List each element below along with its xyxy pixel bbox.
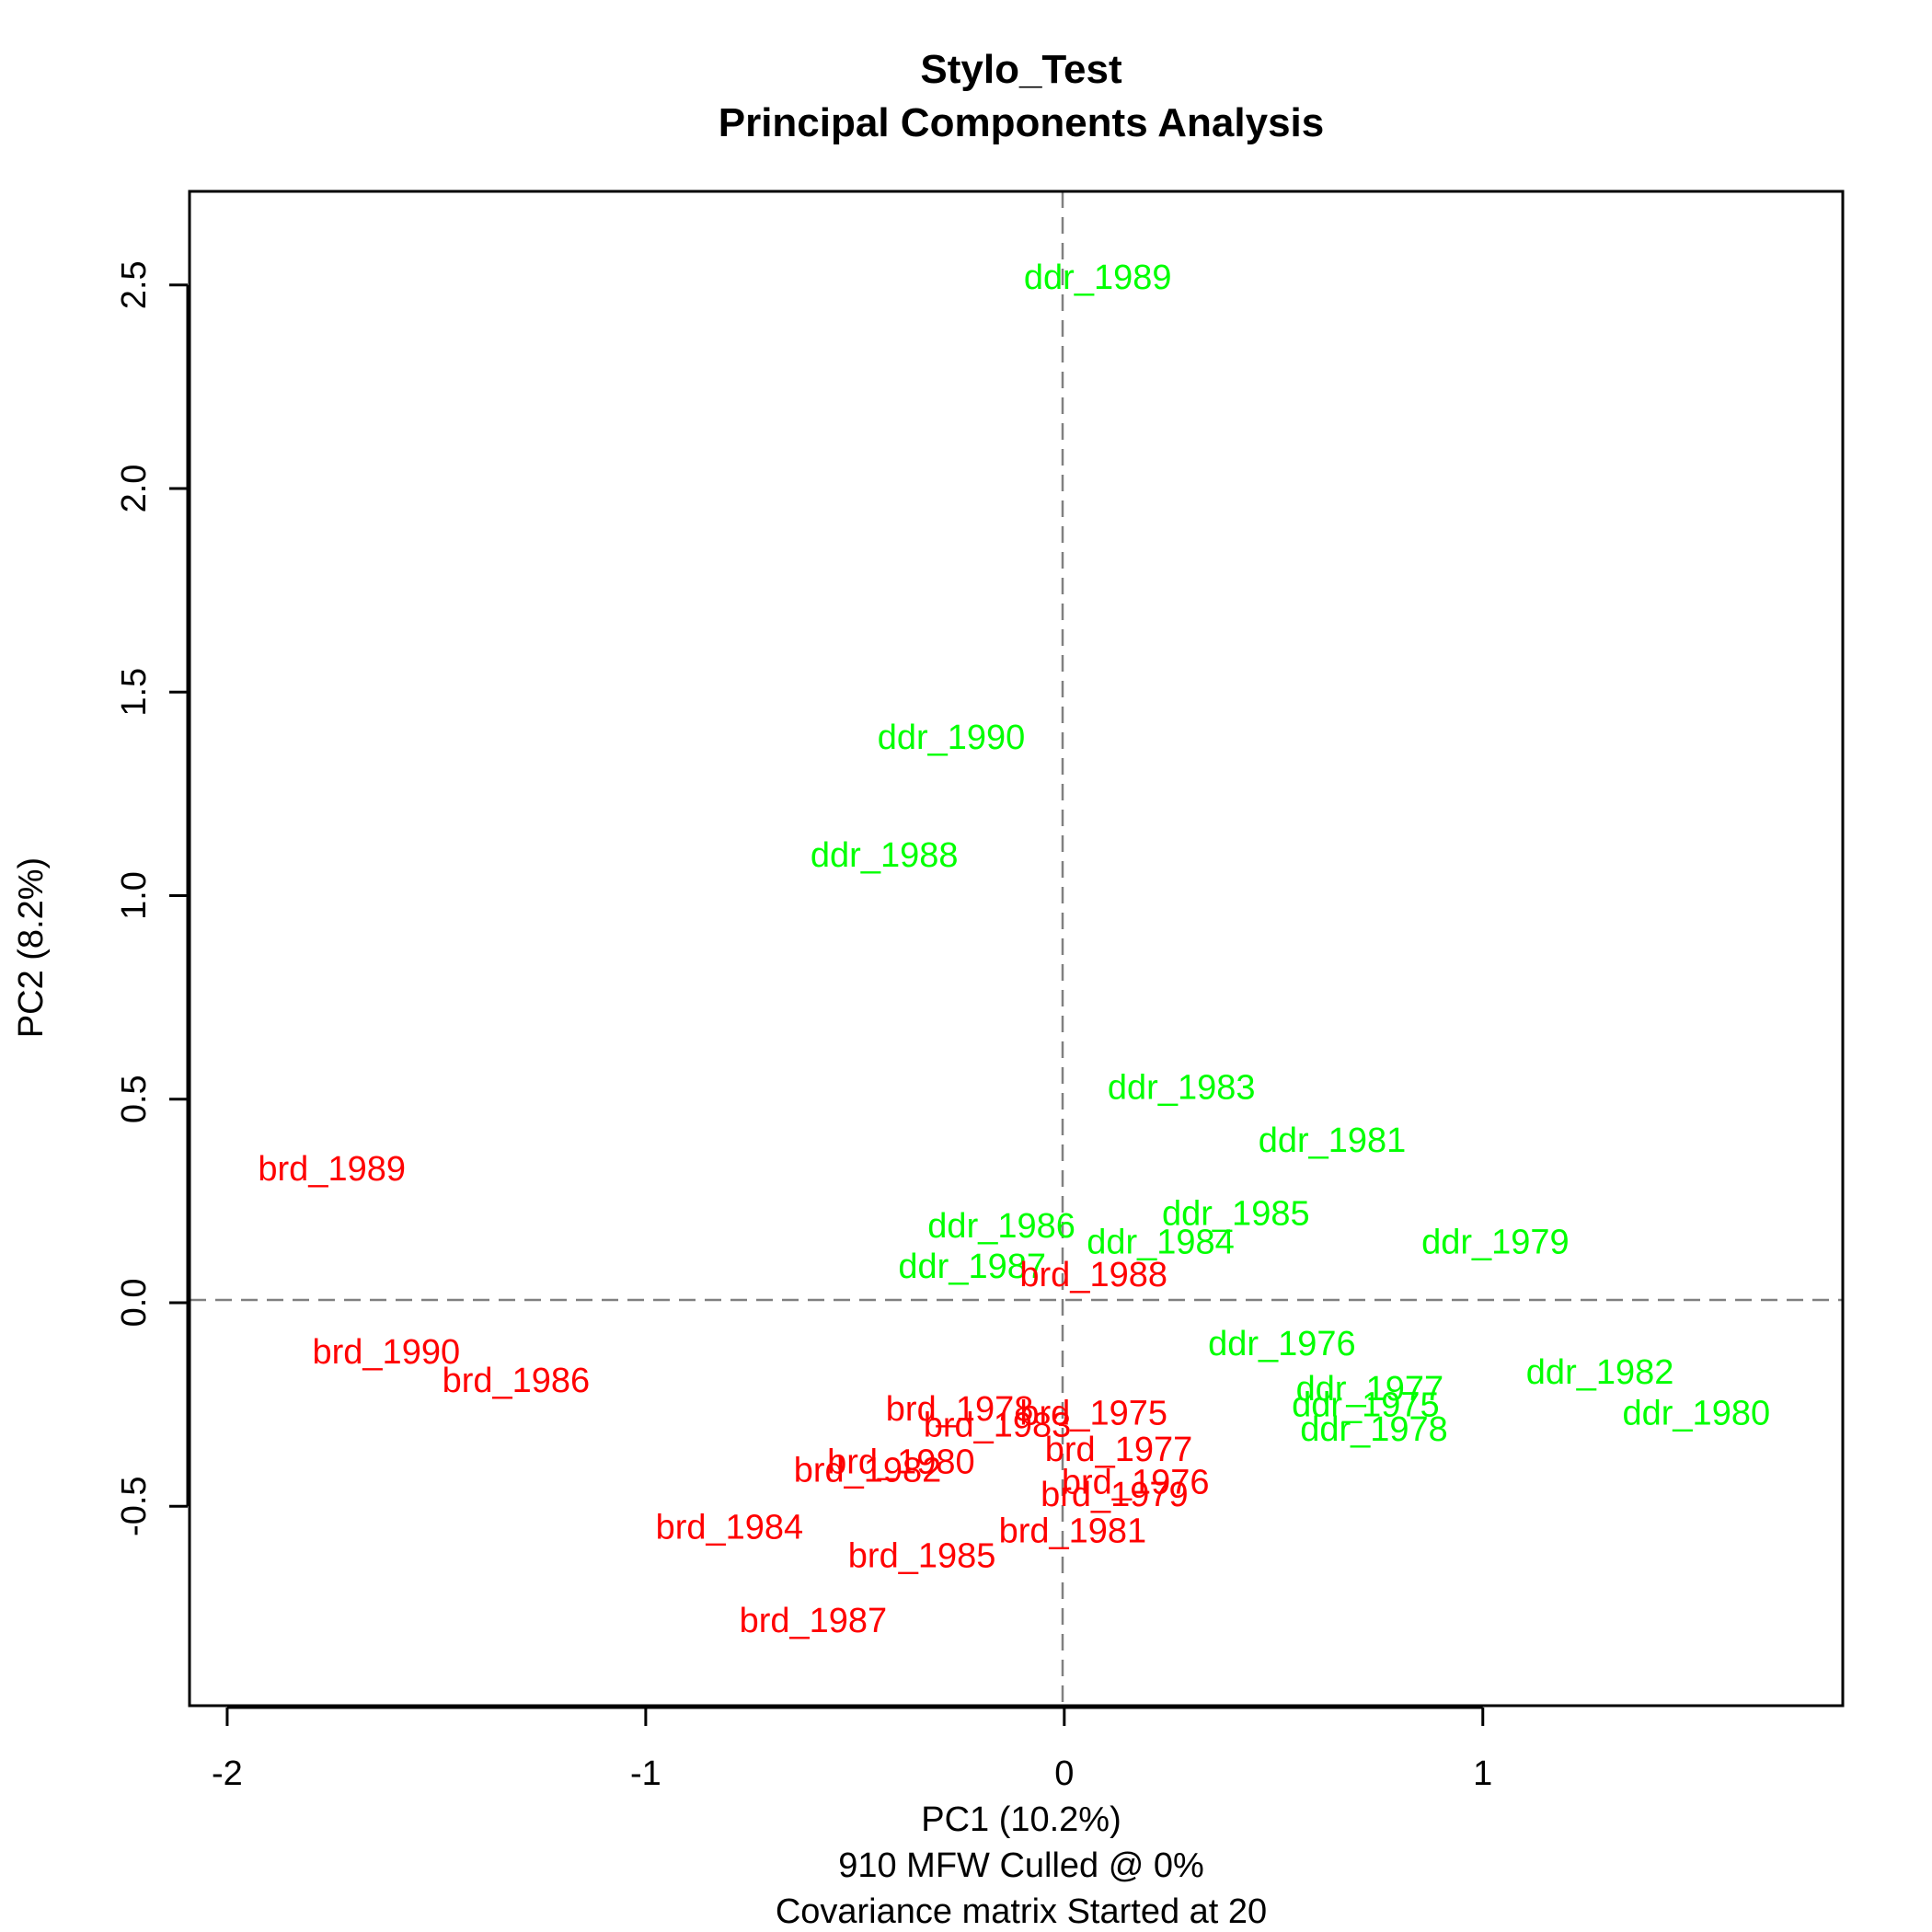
point-label-brd-1987: brd_1987 <box>740 1602 888 1640</box>
y-axis: -0.5 0.0 0.5 1.0 1.5 2.0 2.5 <box>115 260 190 1536</box>
point-label-brd-1976: brd_1976 <box>1062 1464 1210 1502</box>
point-label-brd-1979: brd_1979 <box>1041 1476 1189 1514</box>
caption-line-2: Covariance matrix Started at 20 <box>776 1892 1267 1931</box>
point-label-ddr-1981: ddr_1981 <box>1259 1121 1407 1160</box>
point-label-ddr-1982: ddr_1982 <box>1526 1353 1674 1392</box>
point-label-ddr-1977: ddr_1977 <box>1296 1370 1444 1409</box>
point-label-ddr-1980: ddr_1980 <box>1623 1394 1771 1432</box>
chart-title: Stylo_Test <box>920 47 1122 92</box>
y-axis-label: PC2 (8.2%) <box>12 857 51 1038</box>
point-label-ddr-1983: ddr_1983 <box>1108 1068 1256 1107</box>
x-tick-label: -2 <box>212 1754 243 1793</box>
point-label-ddr-1987: ddr_1987 <box>898 1248 1046 1286</box>
plot-frame <box>188 190 1845 1708</box>
caption-line-1: 910 MFW Culled @ 0% <box>838 1846 1204 1885</box>
point-label-brd-1990: brd_1990 <box>313 1333 461 1372</box>
point-label-ddr-1989: ddr_1989 <box>1024 259 1172 297</box>
point-label-brd-1975: brd_1975 <box>1019 1394 1167 1432</box>
point-label-ddr-1976: ddr_1976 <box>1208 1325 1356 1363</box>
y-tick-label: 2.0 <box>115 465 154 513</box>
point-label-brd-1983: brd_1983 <box>924 1407 1072 1445</box>
point-label-brd-1982: brd_1982 <box>794 1451 942 1489</box>
point-label-brd-1980: brd_1980 <box>827 1443 975 1482</box>
point-label-ddr-1986: ddr_1986 <box>927 1207 1075 1246</box>
point-label-ddr-1984: ddr_1984 <box>1087 1224 1235 1262</box>
x-axis: -2 -1 0 1 <box>212 1706 1492 1793</box>
point-label-brd-1978: brd_1978 <box>886 1390 1034 1429</box>
point-label-ddr-1975: ddr_1975 <box>1292 1386 1440 1425</box>
point-label-brd-1988: brd_1988 <box>1019 1256 1167 1294</box>
point-label-ddr-1978: ddr_1978 <box>1300 1410 1448 1449</box>
x-tick-label: -1 <box>630 1754 661 1793</box>
y-tick-label: 2.5 <box>115 260 154 309</box>
y-tick-label: 1.5 <box>115 668 154 717</box>
y-tick-label: -0.5 <box>115 1476 154 1535</box>
point-label-ddr-1988: ddr_1988 <box>811 836 959 875</box>
point-label-brd-1981: brd_1981 <box>999 1512 1147 1551</box>
y-tick-label: 0.5 <box>115 1075 154 1123</box>
y-tick-label: 0.0 <box>115 1279 154 1328</box>
point-label-brd-1989: brd_1989 <box>258 1150 406 1189</box>
y-tick-label: 1.0 <box>115 871 154 920</box>
data-points: ddr_1989 ddr_1990 ddr_1988 ddr_1983ddr_1981… <box>258 259 1770 1640</box>
x-tick-label: 0 <box>1054 1754 1074 1793</box>
x-tick-label: 1 <box>1473 1754 1492 1793</box>
point-label-ddr-1979: ddr_1979 <box>1421 1224 1570 1262</box>
x-axis-label: PC1 (10.2%) <box>921 1800 1121 1839</box>
point-label-brd-1977: brd_1977 <box>1045 1431 1193 1469</box>
point-label-brd-1985: brd_1985 <box>848 1536 996 1575</box>
chart-subtitle: Principal Components Analysis <box>719 100 1325 145</box>
point-label-brd-1986: brd_1986 <box>443 1362 591 1400</box>
point-label-ddr-1990: ddr_1990 <box>878 719 1026 757</box>
point-label-brd-1984: brd_1984 <box>656 1508 804 1547</box>
point-label-ddr-1985: ddr_1985 <box>1162 1195 1310 1234</box>
